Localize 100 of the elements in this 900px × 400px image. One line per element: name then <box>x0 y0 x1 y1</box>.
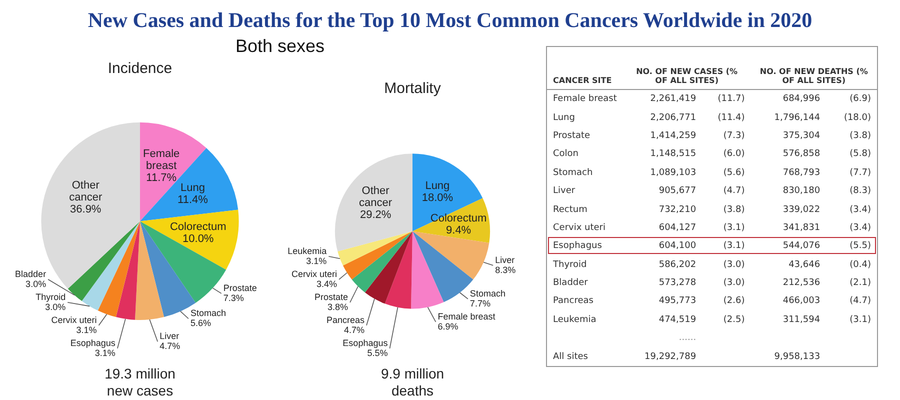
category-label: Colon <box>552 148 580 162</box>
chart-title: Incidence <box>108 60 172 78</box>
data-label: (3.0) <box>722 277 746 290</box>
data-label: 466,003 <box>782 295 822 308</box>
data-label: (6.9) <box>848 93 872 106</box>
slice-label: Pancreas <box>326 314 365 325</box>
data-label: 36.9% <box>70 204 102 216</box>
text: NO. OF NEW CASES (% OF ALL SITES) <box>622 47 751 90</box>
data-label: 7.7% <box>470 298 490 308</box>
text: ...... <box>678 332 698 346</box>
data-label: 18.0% <box>422 192 454 204</box>
category-label: Cervix uteri <box>552 222 607 235</box>
data-label: (3.8) <box>848 130 872 143</box>
data-label: 11.7% <box>146 172 177 184</box>
text: 9.9 million deaths <box>380 366 444 398</box>
data-label: 576,858 <box>782 148 822 162</box>
data-label: 11.4% <box>178 194 208 206</box>
text: Both sexes <box>234 36 326 57</box>
data-label: 2,206,771 <box>649 112 698 125</box>
data-label: (0.4) <box>848 258 872 272</box>
data-label: 1,796,144 <box>773 112 822 125</box>
slice-label: Other cancer <box>69 180 102 204</box>
data-label: 5.6% <box>190 318 211 328</box>
data-label: 573,278 <box>658 277 698 290</box>
data-label: (5.6) <box>722 166 746 180</box>
data-label: 495,773 <box>658 295 698 308</box>
data-label: 768,793 <box>782 166 822 180</box>
data-label: 732,210 <box>658 204 698 217</box>
data-label: 3.1% <box>94 348 116 358</box>
data-label: 1,148,515 <box>649 148 698 162</box>
data-label: 905,677 <box>658 185 698 198</box>
data-label: (2.5) <box>722 314 746 327</box>
data-label: 4.7% <box>344 324 364 335</box>
data-label: (2.1) <box>848 277 872 290</box>
category-label: Esophagus <box>552 240 603 254</box>
data-label: (3.8) <box>722 204 746 217</box>
category-label: Female breast <box>552 93 618 106</box>
data-label: (3.1) <box>722 222 746 235</box>
text: NO. OF NEW DEATHS (% OF ALL SITES) <box>750 47 877 90</box>
slice-label: Liver <box>160 331 180 342</box>
slice-label: Female breast <box>143 148 180 172</box>
text: CANCER SITE <box>547 47 623 90</box>
data-label: 375,304 <box>782 130 822 143</box>
data-label: 19,292,789 <box>644 350 698 364</box>
data-label: 3.8% <box>327 302 348 312</box>
data-label: (5.5) <box>848 240 872 254</box>
data-label: 43,646 <box>788 258 822 272</box>
data-label: (3.1) <box>722 240 746 254</box>
slice-label: Colorectum <box>170 220 226 233</box>
data-label: 684,996 <box>782 93 822 106</box>
data-label: 2,261,419 <box>649 93 698 106</box>
slice-label: Lung <box>425 180 450 192</box>
data-label: 9,958,133 <box>773 350 822 364</box>
data-label: (2.6) <box>722 295 746 308</box>
text: New Cases and Deaths for the Top 10 Most Common Cancers Worldwide in 2020 <box>86 8 814 33</box>
data-label: 212,536 <box>782 277 822 290</box>
data-label: 6.9% <box>438 321 458 332</box>
slice-label: Prostate <box>314 292 348 302</box>
data-label: 9.4% <box>446 224 472 237</box>
slice-label: Leukemia <box>288 246 327 256</box>
slice-label: Bladder <box>15 268 46 279</box>
data-label: 339,022 <box>782 204 822 217</box>
data-label: 341,831 <box>782 222 822 235</box>
data-label: 604,127 <box>658 222 698 235</box>
category-label: Leukemia <box>552 314 598 327</box>
data-label: (11.7) <box>716 93 746 106</box>
data-label: (11.4) <box>716 112 746 125</box>
data-label: (7.3) <box>722 130 746 143</box>
data-label: (7.7) <box>848 166 872 180</box>
data-label: 474,519 <box>658 314 698 327</box>
data-label: 586,202 <box>658 258 698 272</box>
data-label: 3.1% <box>76 324 97 335</box>
data-label: 1,414,259 <box>649 130 698 143</box>
data-label: 8.3% <box>495 264 516 275</box>
text: 19.3 million new cases <box>104 366 176 398</box>
category-label: Thyroid <box>552 258 588 272</box>
data-label: (3.4) <box>848 204 872 217</box>
data-label: (4.7) <box>848 295 872 308</box>
category-label: Liver <box>552 185 576 198</box>
data-label: (3.0) <box>722 258 746 272</box>
data-label: 3.0% <box>26 278 46 289</box>
slice-label: Esophagus <box>342 338 388 348</box>
data-label: 10.0% <box>182 232 214 245</box>
category-label: Prostate <box>552 130 592 143</box>
data-label: 604,100 <box>658 240 698 254</box>
slice-label: Prostate <box>223 282 257 293</box>
category-label: Pancreas <box>552 295 594 308</box>
data-label: (6.0) <box>722 148 746 162</box>
data-label: (4.7) <box>722 185 746 198</box>
data-label: 3.1% <box>306 256 327 266</box>
slice-label: Thyroid <box>36 292 66 302</box>
category-label: Rectum <box>552 204 588 217</box>
data-label: (5.8) <box>848 148 872 162</box>
chart-title: Mortality <box>384 80 442 98</box>
data-label: 1,089,103 <box>649 166 698 180</box>
data-label: 3.4% <box>316 278 338 289</box>
slice-label: Esophagus <box>70 338 116 348</box>
slice-label: Cervix uteri <box>292 268 338 279</box>
data-label: 311,594 <box>782 314 822 327</box>
data-label: (18.0) <box>842 112 872 125</box>
